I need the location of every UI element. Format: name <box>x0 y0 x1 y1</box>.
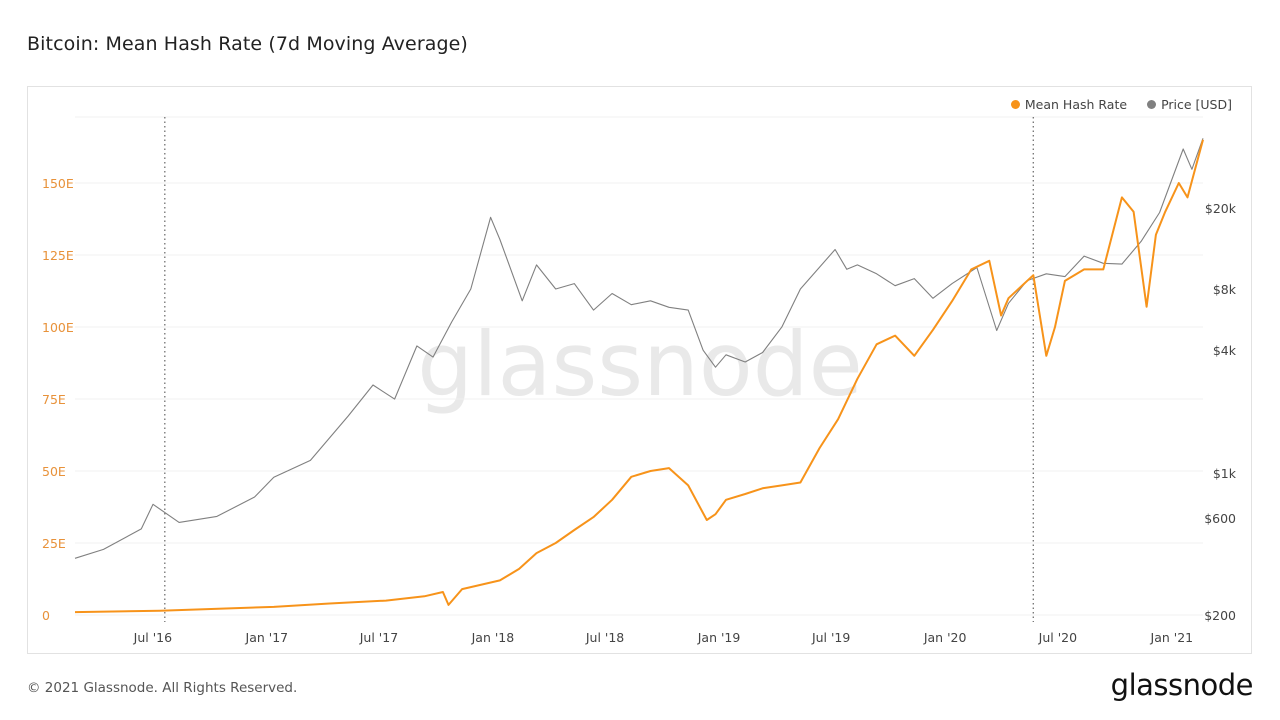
legend-item-price[interactable]: Price [USD] <box>1147 97 1232 112</box>
x-tick-label: Jul '18 <box>585 630 624 645</box>
hash-rate-dot-icon <box>1010 100 1020 109</box>
x-tick-label: Jan '19 <box>697 630 741 645</box>
y-right-tick-label: $1k <box>1213 466 1237 481</box>
price-line <box>74 138 1204 559</box>
legend-label: Price [USD] <box>1161 97 1232 112</box>
y-left-tick-label: 25E <box>42 536 66 551</box>
x-tick-label: Jul '17 <box>359 630 398 645</box>
hash-rate-line <box>74 139 1204 614</box>
x-tick-label: Jan '18 <box>471 630 515 645</box>
y-left-tick-label: 125E <box>42 248 74 263</box>
watermark: glassnode <box>417 313 863 416</box>
x-tick-label: Jan '21 <box>1150 630 1194 645</box>
y-right-tick-label: $600 <box>1204 511 1236 526</box>
legend: Mean Hash Rate Price [USD] <box>1010 97 1232 112</box>
y-left-tick-label: 75E <box>42 392 66 407</box>
x-tick-label: Jul '16 <box>133 630 172 645</box>
chart-frame <box>27 86 1252 654</box>
y-left-tick-label: 100E <box>42 320 74 335</box>
y-right-tick-label: $20k <box>1205 201 1237 216</box>
x-tick-label: Jan '20 <box>923 630 967 645</box>
y-right-tick-label: $4k <box>1213 343 1237 358</box>
x-tick-label: Jan '17 <box>245 630 289 645</box>
x-tick-label: Jul '19 <box>811 630 850 645</box>
x-tick-label: Jul '20 <box>1038 630 1077 645</box>
price-dot-icon <box>1147 100 1157 109</box>
copyright: © 2021 Glassnode. All Rights Reserved. <box>27 680 298 696</box>
y-left-tick-label: 50E <box>42 464 66 479</box>
y-left-tick-label: 0 <box>42 608 50 623</box>
y-left-tick-label: 150E <box>42 176 74 191</box>
page-title: Bitcoin: Mean Hash Rate (7d Moving Avera… <box>27 33 468 55</box>
y-right-tick-label: $200 <box>1204 608 1236 623</box>
glassnode-logo: glassnode <box>1110 668 1254 702</box>
legend-item-hash-rate[interactable]: Mean Hash Rate <box>1010 97 1128 112</box>
legend-label: Mean Hash Rate <box>1024 97 1128 112</box>
y-right-tick-label: $8k <box>1213 282 1237 297</box>
